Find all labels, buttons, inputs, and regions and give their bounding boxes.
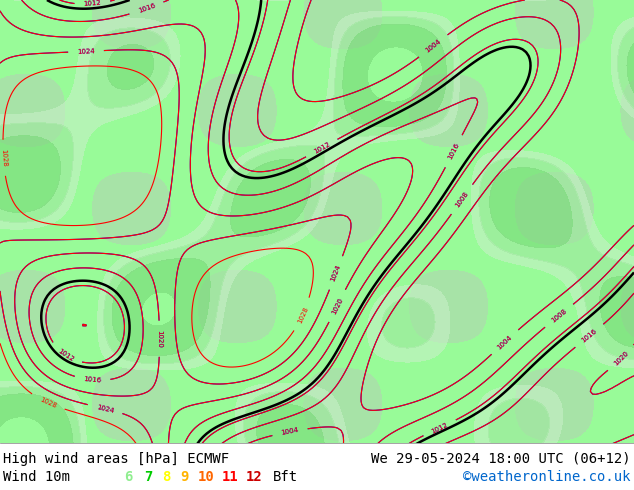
Text: 1024: 1024 xyxy=(77,48,95,55)
Bar xyxy=(0,443,634,490)
Text: 1012: 1012 xyxy=(56,348,75,363)
Text: 1016: 1016 xyxy=(137,2,156,14)
Text: 1008: 1008 xyxy=(550,308,568,324)
Text: 1028: 1028 xyxy=(296,305,309,324)
Text: 1012: 1012 xyxy=(56,348,75,363)
Text: 9: 9 xyxy=(180,470,188,485)
Text: 1004: 1004 xyxy=(424,38,442,54)
Text: 1028: 1028 xyxy=(39,396,57,409)
Text: 8: 8 xyxy=(162,470,171,485)
Text: 1016: 1016 xyxy=(583,446,602,459)
Text: 1024: 1024 xyxy=(77,48,95,55)
Text: 1004: 1004 xyxy=(496,334,514,350)
Text: 1012: 1012 xyxy=(83,0,101,7)
Text: 1004: 1004 xyxy=(424,38,442,54)
Text: 1020: 1020 xyxy=(157,330,162,348)
Text: 11: 11 xyxy=(222,470,238,485)
Text: Bft: Bft xyxy=(273,470,299,485)
Text: 1028: 1028 xyxy=(0,149,7,167)
Text: 1004: 1004 xyxy=(281,427,299,436)
Text: 1020: 1020 xyxy=(330,296,344,315)
Text: 1012: 1012 xyxy=(430,421,449,435)
Text: 1008: 1008 xyxy=(455,190,470,208)
Text: We 29-05-2024 18:00 UTC (06+12): We 29-05-2024 18:00 UTC (06+12) xyxy=(371,452,631,466)
Text: 1020: 1020 xyxy=(613,350,630,367)
Text: 1012: 1012 xyxy=(593,475,612,488)
Text: High wind areas [hPa] ECMWF: High wind areas [hPa] ECMWF xyxy=(3,452,230,466)
Text: 1024: 1024 xyxy=(96,404,115,414)
Text: 1016: 1016 xyxy=(447,142,460,161)
Text: 1024: 1024 xyxy=(96,404,115,414)
Text: 1004: 1004 xyxy=(496,334,514,350)
Text: 1012: 1012 xyxy=(313,141,331,155)
Text: 12: 12 xyxy=(246,470,262,485)
Text: 7: 7 xyxy=(145,470,153,485)
Text: 1012: 1012 xyxy=(83,0,101,7)
Text: 1020: 1020 xyxy=(421,466,439,480)
Text: 1020: 1020 xyxy=(157,330,162,348)
Text: 1008: 1008 xyxy=(550,308,568,324)
Text: Wind 10m: Wind 10m xyxy=(3,470,70,485)
Text: 10: 10 xyxy=(198,470,214,485)
Text: 1016: 1016 xyxy=(83,376,101,384)
Text: 1016: 1016 xyxy=(83,376,101,384)
Text: 1024: 1024 xyxy=(330,264,342,282)
Text: 1020: 1020 xyxy=(613,350,630,367)
Text: 1004: 1004 xyxy=(281,427,299,436)
Text: 1016: 1016 xyxy=(137,2,156,14)
Text: 1016: 1016 xyxy=(447,142,460,161)
Text: 1012: 1012 xyxy=(313,141,331,155)
Text: 1016: 1016 xyxy=(583,446,602,459)
Text: 1024: 1024 xyxy=(330,264,342,282)
Text: 6: 6 xyxy=(124,470,132,485)
Text: ©weatheronline.co.uk: ©weatheronline.co.uk xyxy=(463,470,631,485)
Text: 1012: 1012 xyxy=(593,475,612,488)
Text: 1008: 1008 xyxy=(455,190,470,208)
Text: 1016: 1016 xyxy=(581,328,598,344)
Text: 1012: 1012 xyxy=(430,421,449,435)
Text: 1020: 1020 xyxy=(330,296,344,315)
Text: 1020: 1020 xyxy=(421,466,439,480)
Text: 1016: 1016 xyxy=(581,328,598,344)
